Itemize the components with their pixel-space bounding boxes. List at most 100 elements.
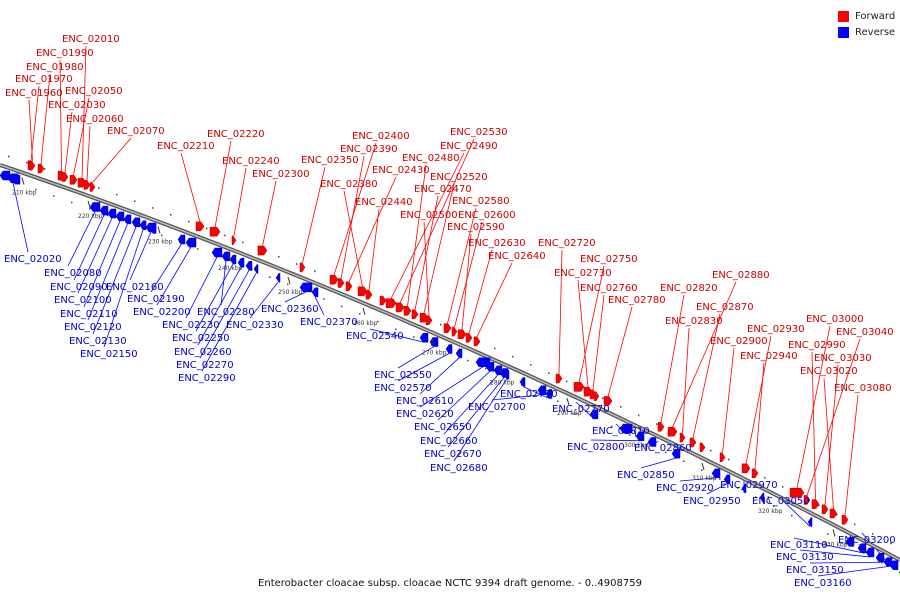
guide-dot xyxy=(134,200,136,202)
reverse-gene-feature xyxy=(857,543,867,553)
guide-dot xyxy=(314,270,316,273)
forward-gene-feature xyxy=(89,182,96,192)
reverse-gene-feature xyxy=(741,483,747,494)
forward-gene-label: ENC_01980 xyxy=(26,62,84,73)
guide-dot xyxy=(377,320,379,323)
reverse-gene-label: ENC_02090 xyxy=(50,282,108,293)
reverse-gene-feature xyxy=(503,370,510,380)
reverse-leader-line xyxy=(419,366,484,408)
forward-gene-feature xyxy=(603,396,613,406)
guide-dot xyxy=(836,514,838,516)
guide-dot xyxy=(170,214,172,216)
forward-gene-label: ENC_02400 xyxy=(352,131,410,142)
reverse-gene-label: ENC_03130 xyxy=(776,552,834,563)
reverse-gene-feature xyxy=(131,217,141,228)
forward-gene-label: ENC_02470 xyxy=(414,184,472,195)
forward-gene-label: ENC_02590 xyxy=(447,222,505,233)
reverse-gene-label: ENC_03150 xyxy=(786,565,844,576)
tick-label: 210 kbp xyxy=(12,190,37,197)
reverse-leader-line xyxy=(87,223,128,321)
forward-gene-feature xyxy=(593,391,600,402)
reverse-gene-feature xyxy=(865,547,875,558)
reverse-gene-feature xyxy=(275,272,281,283)
forward-leader-line xyxy=(368,208,380,291)
reverse-gene-feature xyxy=(485,361,495,372)
reverse-gene-label: ENC_02280 xyxy=(197,307,255,318)
reverse-gene-label: ENC_02920 xyxy=(656,483,714,494)
forward-gene-feature xyxy=(443,323,452,333)
forward-gene-label: ENC_02210 xyxy=(157,141,215,152)
forward-leader-line xyxy=(722,347,735,453)
guide-dot xyxy=(494,347,496,350)
reverse-gene-label: ENC_02700 xyxy=(468,402,526,413)
forward-leader-line xyxy=(399,138,475,304)
guide-dot xyxy=(602,397,604,399)
guide-dot xyxy=(863,552,865,554)
reverse-gene-feature xyxy=(211,247,223,258)
reverse-gene-label: ENC_02100 xyxy=(54,295,112,306)
forward-gene-feature xyxy=(83,180,91,190)
guide-dot xyxy=(782,486,784,488)
forward-gene-feature xyxy=(699,442,706,453)
reverse-leader-line xyxy=(195,263,234,332)
reverse-leader-line xyxy=(197,266,242,346)
backbone-highlight xyxy=(0,164,900,561)
guide-dot xyxy=(818,504,820,507)
forward-gene-feature xyxy=(811,499,820,509)
forward-leader-line xyxy=(343,190,363,287)
gene-features xyxy=(0,160,899,570)
tick-mark xyxy=(157,226,161,234)
reverse-gene-feature xyxy=(185,237,197,248)
forward-leader-line xyxy=(672,281,737,428)
reverse-leader-line xyxy=(12,182,29,253)
reverse-leader-line xyxy=(150,243,182,293)
tick-label: 230 kbp xyxy=(148,238,173,245)
forward-gene-label: ENC_02870 xyxy=(696,302,754,313)
forward-gene-label: ENC_03000 xyxy=(806,314,864,325)
guide-dot xyxy=(485,367,487,370)
forward-leader-line xyxy=(233,167,247,236)
forward-leader-line xyxy=(30,85,40,161)
forward-gene-label: ENC_02440 xyxy=(355,197,413,208)
forward-gene-label: ENC_02070 xyxy=(107,126,165,137)
reverse-gene-feature xyxy=(875,553,885,563)
tick-mark xyxy=(87,200,91,208)
forward-gene-feature xyxy=(195,221,205,232)
guide-dot xyxy=(719,478,721,480)
reverse-gene-feature xyxy=(589,409,599,420)
reverse-gene-label: ENC_02860 xyxy=(634,443,692,454)
forward-leader-line xyxy=(64,111,73,173)
forward-swatch xyxy=(838,10,849,22)
reverse-leader-line xyxy=(679,477,717,482)
forward-gene-label: ENC_02930 xyxy=(747,324,805,335)
forward-gene-feature xyxy=(209,227,221,237)
reverse-gene-feature xyxy=(723,474,731,485)
reverse-leader-line xyxy=(590,439,641,442)
reverse-gene-feature xyxy=(311,287,319,298)
guide-dot xyxy=(710,449,712,452)
forward-leader-line xyxy=(340,155,365,279)
reverse-gene-label: ENC_02190 xyxy=(127,294,185,305)
tick-mark xyxy=(566,398,570,406)
reverse-gene-label: ENC_02120 xyxy=(64,322,122,333)
reverse-gene-label: ENC_02620 xyxy=(396,409,454,420)
guide-dot xyxy=(296,263,298,265)
forward-gene-feature xyxy=(345,281,353,292)
strand-legend: Forward Reverse xyxy=(838,8,895,40)
guide-dot xyxy=(872,533,874,535)
reverse-gene-label: ENC_02230 xyxy=(162,320,220,331)
forward-gene-feature xyxy=(231,235,237,246)
guide-dot xyxy=(656,423,658,425)
forward-leader-line xyxy=(692,313,721,439)
guide-dot xyxy=(683,460,685,462)
forward-gene-feature xyxy=(573,382,585,392)
reverse-leader-line xyxy=(73,214,105,281)
reverse-leader-line xyxy=(453,379,507,462)
reverse-gene-label: ENC_02330 xyxy=(226,320,284,331)
reverse-gene-label: ENC_02770 xyxy=(552,404,610,415)
forward-leader-line xyxy=(811,351,816,500)
reverse-gene-label: ENC_02850 xyxy=(617,470,675,481)
guide-dot xyxy=(35,189,37,191)
forward-leader-line xyxy=(414,195,439,310)
guide-dot xyxy=(737,487,739,489)
